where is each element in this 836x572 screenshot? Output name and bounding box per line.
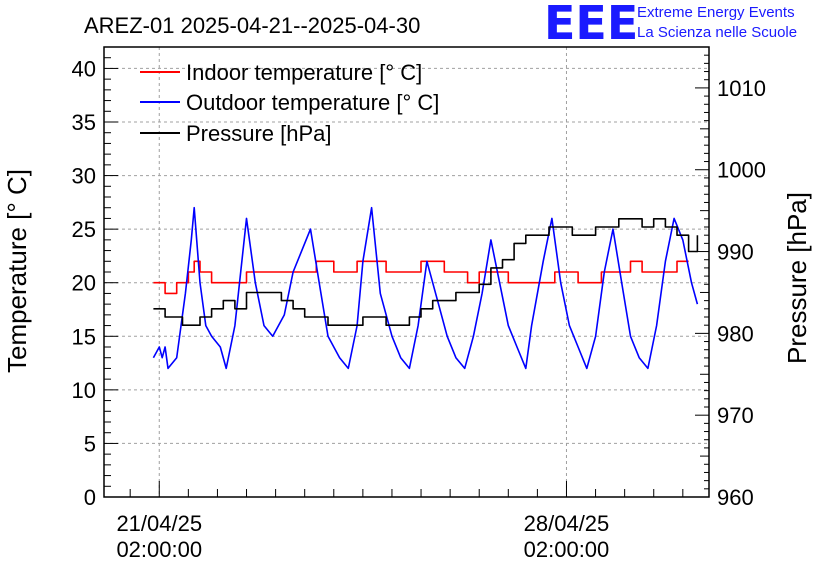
x-tick-label-time: 02:00:00 bbox=[116, 537, 202, 562]
y-tick-label-right: 1000 bbox=[717, 158, 766, 183]
y-tick-label-left: 30 bbox=[72, 164, 96, 189]
legend-label-indoor: Indoor temperature [° C] bbox=[186, 60, 422, 85]
x-tick-label-date: 21/04/25 bbox=[116, 511, 202, 536]
legend-label-outdoor: Outdoor temperature [° C] bbox=[186, 90, 439, 115]
y-axis-label-right: Pressure [hPa] bbox=[782, 192, 812, 364]
eee-logo-line1: Extreme Energy Events bbox=[637, 4, 795, 21]
series-layer bbox=[152, 206, 699, 370]
y-tick-label-left: 5 bbox=[84, 431, 96, 456]
legend: Indoor temperature [° C] Outdoor tempera… bbox=[140, 60, 439, 146]
y-tick-label-left: 10 bbox=[72, 378, 96, 403]
series-line-outdoor bbox=[152, 206, 699, 370]
y-tick-label-right: 970 bbox=[717, 403, 754, 428]
y-tick-label-right: 960 bbox=[717, 485, 754, 510]
x-tick-label-date: 28/04/25 bbox=[524, 511, 610, 536]
axes-layer: 0 5 10 15 20 25 30 35 40 960 970 980 990 1000 1010 21/0… bbox=[72, 46, 766, 562]
x-tick-label-time: 02:00:00 bbox=[524, 537, 610, 562]
y-tick-label-left: 35 bbox=[72, 110, 96, 135]
eee-logo-line2: La Scienza nelle Scuole bbox=[637, 24, 798, 41]
y-tick-label-left: 0 bbox=[84, 485, 96, 510]
y-tick-label-right: 990 bbox=[717, 240, 754, 265]
chart-title: AREZ-01 2025-04-21--2025-04-30 bbox=[84, 13, 420, 38]
series-line-pressure bbox=[153, 218, 699, 327]
series-line-indoor bbox=[153, 260, 689, 295]
eee-logo: EEE Extreme Energy Events La Scienza nel… bbox=[544, 0, 834, 50]
y-tick-label-left: 20 bbox=[72, 271, 96, 296]
grid-layer bbox=[104, 47, 709, 497]
eee-logo-mark: EEE bbox=[544, 0, 639, 50]
legend-label-pressure: Pressure [hPa] bbox=[186, 121, 332, 146]
y-tick-label-left: 15 bbox=[72, 324, 96, 349]
y-tick-label-right: 980 bbox=[717, 321, 754, 346]
y-axis-label-left: Temperature [° C] bbox=[2, 169, 32, 373]
y-tick-label-left: 40 bbox=[72, 56, 96, 81]
y-tick-label-left: 25 bbox=[72, 217, 96, 242]
y-tick-label-right: 1010 bbox=[717, 76, 766, 101]
